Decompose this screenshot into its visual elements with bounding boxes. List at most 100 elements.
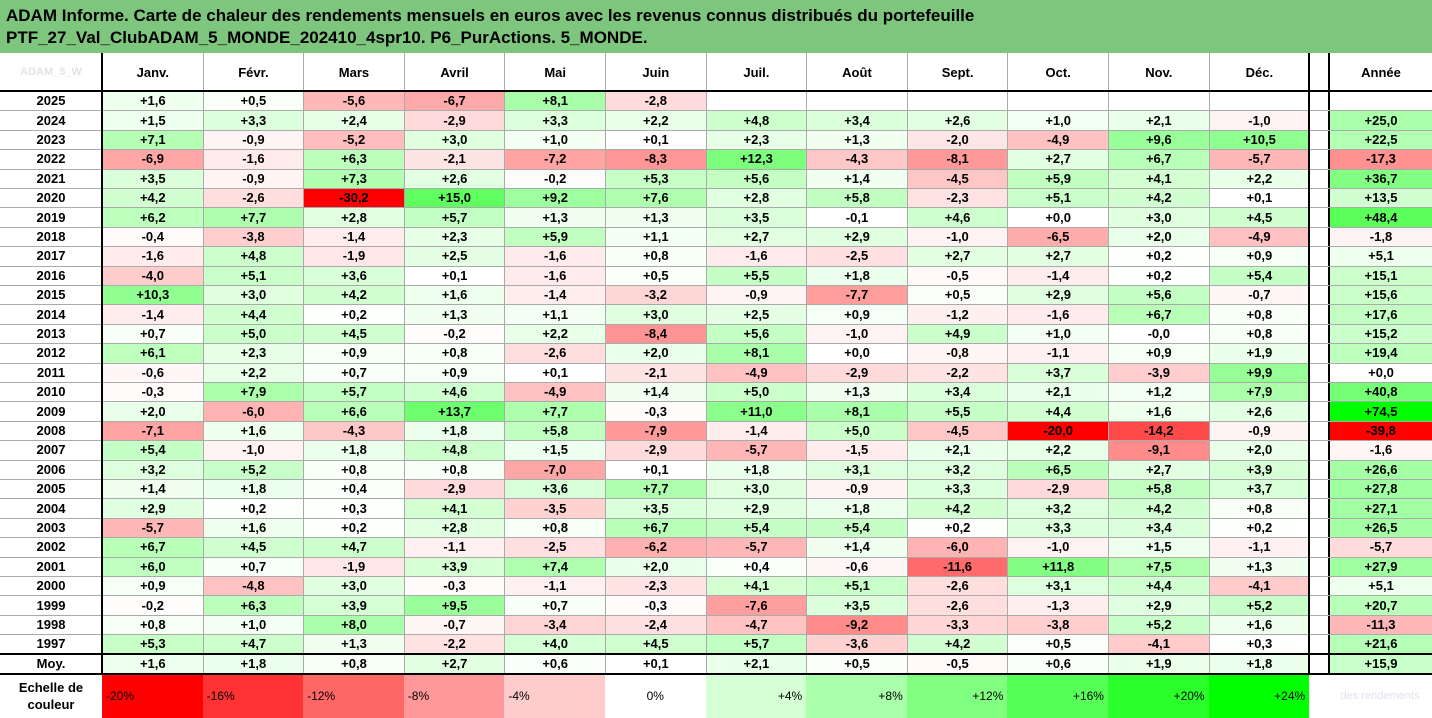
- heatmap-cell: +1,6: [102, 91, 203, 111]
- heatmap-cell: +1,3: [605, 207, 706, 227]
- heatmap-cell: +2,6: [403, 168, 505, 188]
- average-cell: +2,7: [403, 653, 505, 673]
- year-label: 2018: [0, 226, 102, 247]
- heatmap-cell: +6,6: [303, 401, 404, 421]
- heatmap-cell: -8,1: [906, 149, 1008, 169]
- heatmap-cell: +4,2: [1108, 188, 1209, 208]
- heatmap-cell: +2,0: [605, 343, 706, 363]
- heatmap-cell: +1,0: [202, 614, 304, 635]
- heatmap-cell: +2,2: [202, 362, 304, 382]
- heatmap-cell: +1,8: [202, 479, 304, 499]
- heatmap-cell: +5,1: [202, 265, 304, 285]
- heatmap-cell: +2,9: [1007, 285, 1108, 305]
- heatmap-cell: +0,8: [403, 459, 505, 479]
- heatmap-cell: +3,2: [906, 459, 1008, 479]
- heatmap-cell: +1,2: [1108, 382, 1209, 402]
- heatmap-cell: +1,0: [1007, 323, 1108, 344]
- heatmap-cell: -0,3: [403, 576, 505, 596]
- heatmap-cell: -9,1: [1108, 440, 1209, 460]
- heatmap-cell: +9,5: [403, 595, 505, 615]
- heatmap-cell: +1,3: [806, 129, 907, 150]
- year-label: 2010: [0, 382, 102, 402]
- heatmap-cell: -14,2: [1108, 420, 1209, 441]
- heatmap-cell: +2,6: [1208, 401, 1310, 421]
- heatmap-cell: +1,8: [303, 440, 404, 460]
- grid-line: [0, 304, 1432, 306]
- annual-cell: -1,8: [1328, 226, 1432, 247]
- title-line-1: ADAM Informe. Carte de chaleur des rende…: [6, 6, 975, 25]
- heatmap-cell: +3,6: [504, 479, 605, 499]
- heatmap-cell: -3,5: [504, 498, 605, 518]
- grid-line: [0, 129, 1432, 131]
- heatmap-cell: [906, 91, 1008, 111]
- heatmap-cell: +4,2: [102, 188, 203, 208]
- heatmap-cell: -3,6: [806, 634, 907, 654]
- block-border: [101, 53, 103, 673]
- heatmap-cell: -2,6: [202, 188, 304, 208]
- year-label: 2004: [0, 498, 102, 518]
- heatmap-cell: -4,1: [1108, 634, 1209, 654]
- heatmap-cell: +5,6: [705, 323, 807, 344]
- heatmap-cell: +1,3: [403, 304, 505, 324]
- heatmap-cell: -2,9: [806, 362, 907, 382]
- heatmap-cell: -4,5: [906, 168, 1008, 188]
- heatmap-cell: +0,9: [1208, 246, 1310, 266]
- heatmap-cell: +5,0: [705, 382, 807, 402]
- heatmap-cell: +2,7: [906, 246, 1008, 266]
- color-scale-step: +4%: [705, 674, 807, 718]
- heatmap-cell: -4,9: [1208, 226, 1310, 247]
- average-separator: [0, 652, 1432, 655]
- heatmap-cell: +5,3: [102, 634, 203, 654]
- heatmap-cell: -2,6: [906, 576, 1008, 596]
- heatmap-cell: -1,6: [705, 246, 807, 266]
- heatmap-cell: +1,8: [806, 498, 907, 518]
- heatmap-cell: +5,8: [1108, 479, 1209, 499]
- heatmap-cell: -6,0: [202, 401, 304, 421]
- heatmap-cell: +6,0: [102, 556, 203, 576]
- heatmap-cell: +5,4: [1208, 265, 1310, 285]
- heatmap-cell: +2,0: [1108, 226, 1209, 247]
- heatmap-cell: +1,1: [504, 304, 605, 324]
- heatmap-cell: +0,2: [303, 517, 404, 538]
- annual-cell: +36,7: [1328, 168, 1432, 188]
- block-border: [1308, 53, 1310, 673]
- heatmap-cell: +5,2: [202, 459, 304, 479]
- grid-line: [0, 440, 1432, 442]
- heatmap-cell: +0,1: [605, 129, 706, 150]
- watermark: des rendements: [1328, 674, 1432, 718]
- heatmap-cell: +2,0: [102, 401, 203, 421]
- heatmap-cell: +0,8: [102, 614, 203, 635]
- color-scale-step: +16%: [1007, 674, 1108, 718]
- year-label: 2006: [0, 459, 102, 479]
- grid-line: [0, 168, 1432, 170]
- average-cell: +1,6: [102, 653, 203, 673]
- heatmap-cell: -2,9: [605, 440, 706, 460]
- heatmap-cell: +0,5: [906, 285, 1008, 305]
- year-label: 2003: [0, 517, 102, 538]
- heatmap-cell: +5,8: [504, 420, 605, 441]
- heatmap-cell: +1,6: [1108, 401, 1209, 421]
- annual-cell: +22,5: [1328, 129, 1432, 150]
- heatmap-cell: -1,4: [303, 226, 404, 247]
- heatmap-cell: +8,1: [705, 343, 807, 363]
- column-header: Févr.: [202, 53, 304, 91]
- heatmap-cell: -2,2: [403, 634, 505, 654]
- heatmap-cell: -1,9: [303, 556, 404, 576]
- average-annual-cell: +15,9: [1328, 653, 1432, 673]
- heatmap-cell: -4,3: [303, 420, 404, 441]
- heatmap-cell: +5,9: [1007, 168, 1108, 188]
- heatmap-cell: +5,4: [102, 440, 203, 460]
- annual-cell: +27,9: [1328, 556, 1432, 576]
- heatmap-cell: +11,0: [705, 401, 807, 421]
- heatmap-cell: +0,9: [102, 576, 203, 596]
- heatmap-cell: +4,8: [705, 110, 807, 130]
- year-label: 2012: [0, 343, 102, 363]
- heatmap-cell: -0,4: [102, 226, 203, 247]
- heatmap-cell: -5,7: [1208, 149, 1310, 169]
- heatmap-cell: +0,2: [1208, 517, 1310, 538]
- heatmap-cell: +1,5: [1108, 537, 1209, 557]
- column-header: Mai: [504, 53, 605, 91]
- heatmap-cell: -0,1: [806, 207, 907, 227]
- heatmap-cell: +1,4: [806, 168, 907, 188]
- heatmap-cell: -7,9: [605, 420, 706, 441]
